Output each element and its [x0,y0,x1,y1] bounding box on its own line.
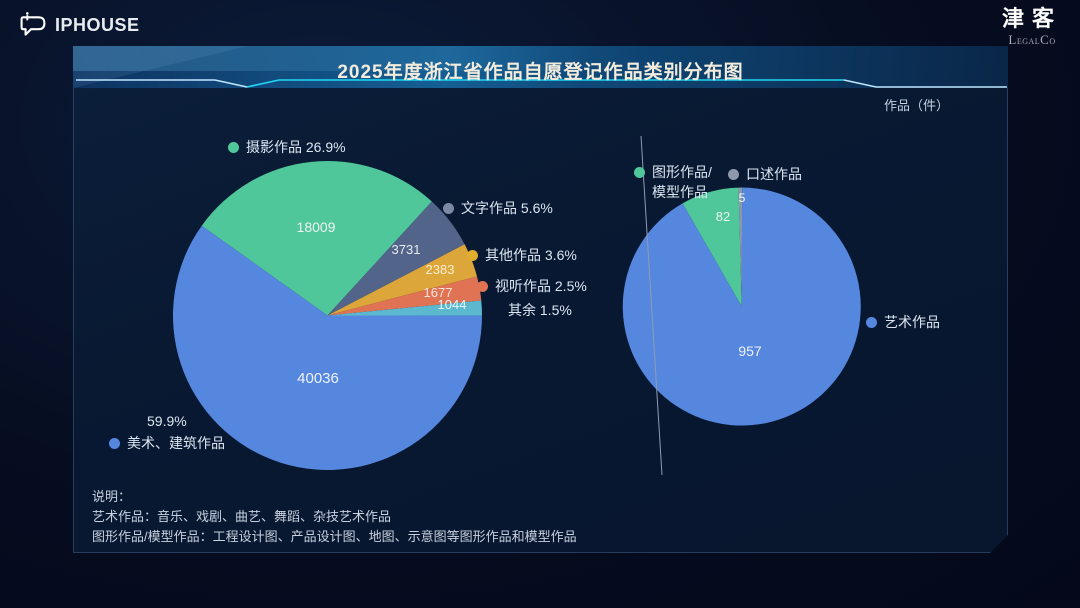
svg-text:3731: 3731 [392,242,421,257]
svg-text:18009: 18009 [297,219,336,235]
svg-text:40036: 40036 [297,370,339,387]
svg-text:5: 5 [739,191,746,205]
svg-text:957: 957 [738,343,762,359]
svg-text:82: 82 [716,209,730,224]
svg-text:2383: 2383 [426,262,455,277]
svg-text:1044: 1044 [438,297,467,312]
